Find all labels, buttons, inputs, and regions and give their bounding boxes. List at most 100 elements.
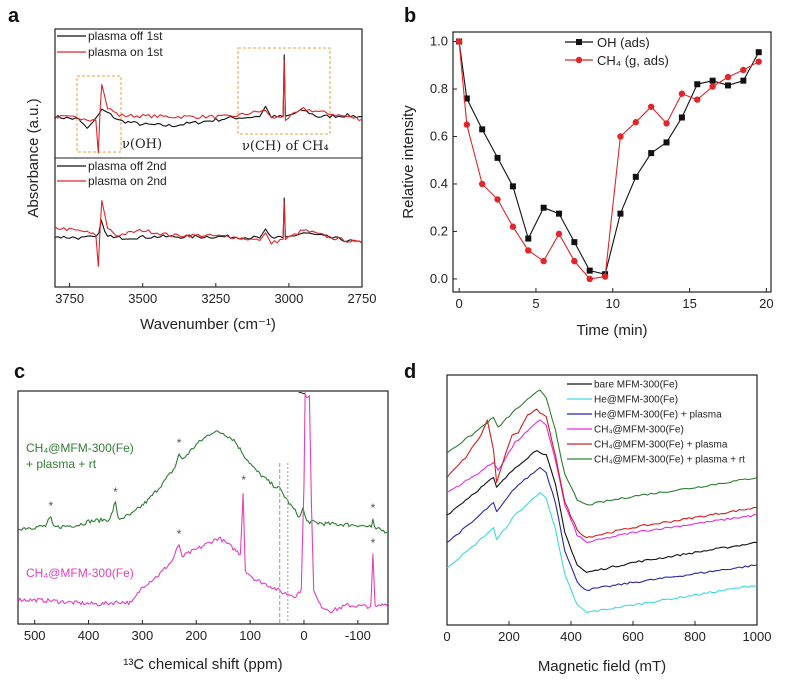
data-point-ch4 — [455, 38, 463, 45]
c-xtick-label: 200 — [185, 628, 207, 643]
oh-region-box — [76, 75, 122, 153]
a-series-2 — [54, 197, 363, 244]
b-series-1-line — [458, 41, 759, 280]
data-point-oh — [694, 81, 701, 88]
spinning-sideband-star: * — [177, 527, 182, 541]
b-xtick-label: 10 — [606, 296, 620, 311]
label-green-line1: CH₄@MFM-300(Fe) — [26, 441, 134, 455]
c-xtick-label: 300 — [132, 628, 154, 643]
c-series-1 — [17, 393, 389, 614]
d-xtick-label: 400 — [560, 629, 582, 644]
a-xtick-label: 2750 — [348, 291, 377, 306]
data-point-oh — [648, 150, 655, 157]
data-point-ch4 — [571, 257, 578, 265]
legend-label: bare MFM-300(Fe) — [594, 380, 678, 391]
data-point-oh — [463, 95, 470, 102]
legend-label-ch4: CH₄ (g, ads) — [597, 53, 669, 68]
b-ytick-label: 0.0 — [430, 271, 448, 286]
panel-d-legend: bare MFM-300(Fe) He@MFM-300(Fe) He@MFM-300… — [567, 380, 745, 466]
data-point-oh — [509, 183, 516, 190]
data-point-ch4 — [478, 180, 486, 188]
data-point-ch4 — [663, 120, 670, 127]
spinning-sideband-star: * — [371, 536, 376, 550]
b-xtick-label: 15 — [682, 296, 696, 311]
d-series-3 — [446, 419, 758, 543]
panel-c: CH₄@MFM-300(Fe) + plasma + rt CH₄@MFM-30… — [17, 385, 389, 673]
a-series-0 — [54, 54, 363, 129]
panel-c-xlabel: ¹³C chemical shift (ppm) — [123, 656, 282, 673]
data-point-oh — [494, 154, 501, 161]
legend-label-on-2nd: plasma on 2nd — [88, 174, 167, 188]
data-point-ch4 — [617, 133, 624, 140]
c-xtick-label: 100 — [239, 628, 261, 643]
axis-break-tilde: ~ — [298, 385, 306, 401]
data-point-ch4 — [463, 121, 471, 128]
data-point-ch4 — [678, 90, 686, 97]
ch-region-box — [237, 47, 331, 135]
data-point-ch4 — [494, 196, 501, 203]
legend-label-oh: OH (ads) — [597, 35, 650, 50]
data-point-ch4 — [647, 103, 655, 110]
panel-d: Magnetic field (mT) bare MFM-300(Fe) He@M… — [443, 374, 772, 675]
legend-marker-square — [576, 39, 582, 45]
d-xtick-label: 800 — [684, 629, 706, 644]
panel-a-plot: 3750 3500 3250 3000 2750 — [54, 54, 377, 306]
data-point-ch4 — [740, 66, 747, 74]
a-series-3 — [54, 200, 363, 267]
b-ytick-label: 0.8 — [430, 81, 448, 96]
data-point-oh — [740, 77, 747, 84]
panel-d-xlabel: Magnetic field (mT) — [538, 658, 666, 675]
label-pink: CH₄@MFM-300(Fe) — [26, 566, 134, 580]
b-ytick-label: 0.6 — [430, 128, 448, 143]
a-series-1 — [54, 59, 363, 154]
panel-a-xlabel: Wavenumber (cm⁻¹) — [140, 316, 276, 333]
panel-b-frame — [452, 31, 772, 293]
a-xtick-label: 3500 — [128, 291, 157, 306]
data-point-oh — [525, 235, 532, 242]
legend-label-on-1st: plasma on 1st — [88, 45, 163, 59]
d-xtick-label: 1000 — [743, 629, 772, 644]
legend-label-off-1st: plasma off 1st — [88, 29, 163, 43]
a-xtick-label: 3750 — [55, 291, 84, 306]
a-xtick-label: 3250 — [201, 291, 230, 306]
data-point-oh — [709, 77, 716, 84]
data-point-oh — [540, 204, 547, 211]
data-point-oh — [586, 267, 593, 274]
spinning-sideband-star: * — [49, 499, 54, 513]
d-series-5 — [446, 389, 758, 506]
data-point-ch4 — [694, 96, 701, 103]
data-point-oh — [632, 173, 639, 180]
b-ytick-label: 0.2 — [430, 223, 448, 238]
data-point-oh — [571, 239, 578, 246]
panel-c-plot: 500 400 300 200 100 0 -100 * * * * * * * — [17, 393, 389, 643]
b-xtick-label: 0 — [456, 296, 463, 311]
label-green-line2: + plasma + rt — [26, 457, 97, 471]
d-series-1 — [446, 491, 758, 614]
data-point-ch4 — [555, 230, 563, 238]
data-point-ch4 — [586, 275, 593, 283]
data-point-ch4 — [709, 83, 716, 90]
data-point-ch4 — [601, 273, 609, 280]
legend-label: CH₄@MFM-300(Fe) + plasma — [594, 440, 728, 451]
panel-b-xlabel: Time (min) — [576, 322, 647, 339]
panel-b-ylabel: Relative intensity — [400, 105, 417, 219]
ch-annotation: ν(CH) of CH₄ — [242, 139, 329, 154]
legend-label: CH₄@MFM-300(Fe) — [594, 425, 684, 436]
c-xtick-label: -100 — [345, 628, 371, 643]
c-xtick-label: 0 — [300, 628, 307, 643]
d-xtick-label: 200 — [498, 629, 520, 644]
data-point-oh — [663, 139, 670, 146]
data-point-oh — [724, 82, 731, 89]
b-xtick-label: 5 — [532, 296, 539, 311]
b-ytick-label: 1.0 — [430, 33, 448, 48]
data-point-oh — [755, 49, 762, 56]
a-xtick-label: 3000 — [274, 291, 303, 306]
data-point-ch4 — [509, 223, 517, 230]
spinning-sideband-star: * — [113, 485, 118, 499]
panel-a: ν(OH) ν(CH) of CH₄ plasma off 1st plasma… — [25, 28, 377, 333]
data-point-ch4 — [724, 73, 732, 81]
panel-b: OH (ads) CH₄ (g, ads) Time (min) Relativ… — [400, 31, 774, 339]
data-point-ch4 — [540, 257, 547, 265]
spinning-sideband-star: * — [177, 436, 182, 450]
panel-a-ylabel: Absorbance (a.u.) — [25, 98, 42, 217]
